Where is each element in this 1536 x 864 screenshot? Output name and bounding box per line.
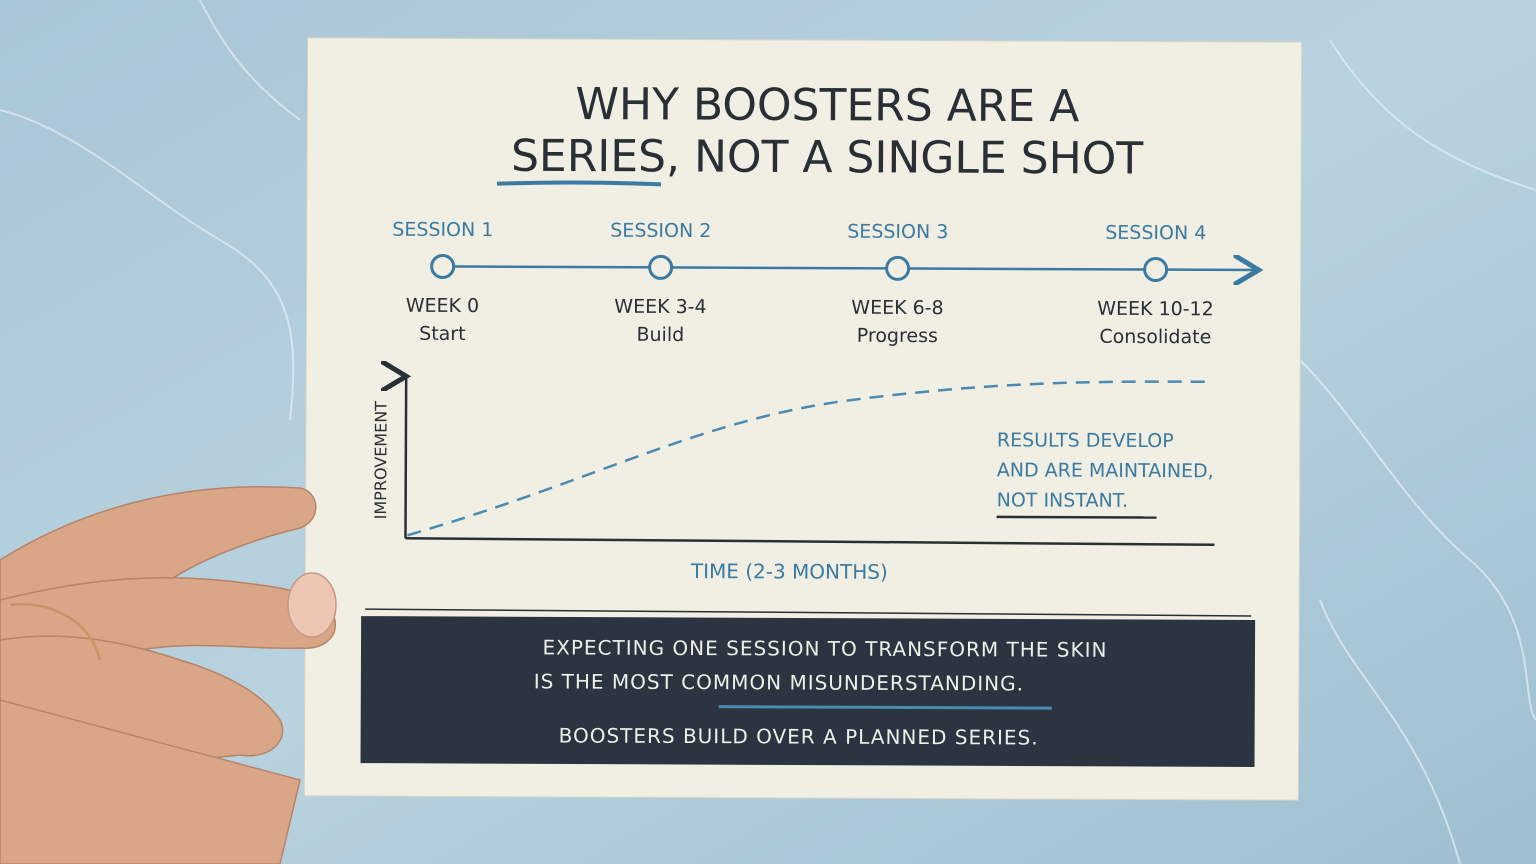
banner-line: IS THE MOST COMMON MISUNDERSTANDING. [534, 669, 1024, 695]
y-axis [405, 376, 406, 539]
note-line: RESULTS DEVELOP [997, 429, 1174, 452]
banner [360, 616, 1256, 767]
banner-tagline: BOOSTERS BUILD OVER A PLANNED SERIES. [559, 723, 1039, 749]
x-axis [405, 537, 1215, 547]
timeline-line [440, 266, 1259, 270]
hand [0, 485, 337, 864]
session-label: SESSION 3 [847, 221, 948, 243]
session-label: SESSION 2 [610, 220, 711, 242]
session-node [885, 255, 911, 281]
session-label: SESSION 1 [392, 219, 493, 241]
session-phase: Progress [857, 325, 938, 347]
y-axis-label: IMPROVEMENT [371, 401, 391, 520]
sessions: SESSION 1 WEEK 0 Start SESSION 2 WEEK 3-4 Bui… [392, 219, 1214, 349]
note-underline [996, 515, 1157, 519]
session-label: SESSION 4 [1105, 222, 1206, 244]
card-paper [303, 37, 1303, 801]
ring [9, 603, 102, 661]
x-axis-label: TIME (2-3 MONTHS) [690, 559, 888, 584]
title-line: SERIES, NOT A SINGLE SHOT [511, 131, 1144, 185]
session-week: WEEK 0 [406, 295, 479, 317]
banner-line: EXPECTING ONE SESSION TO TRANSFORM THE S… [542, 635, 1107, 661]
title-line: WHY BOOSTERS ARE A [575, 79, 1079, 132]
session-node [648, 254, 674, 280]
session-phase: Build [636, 324, 684, 346]
card: WHY BOOSTERS ARE A SERIES, NOT A SINGLE … [303, 37, 1303, 801]
title-underline [496, 180, 662, 187]
banner-rule [365, 608, 1252, 617]
session-phase: Consolidate [1099, 326, 1211, 348]
session-week: WEEK 3-4 [614, 296, 706, 318]
note-line: NOT INSTANT. [997, 489, 1129, 512]
session-week: WEEK 10-12 [1097, 298, 1214, 321]
session-phase: Start [419, 323, 466, 345]
banner-underline [718, 705, 1052, 710]
session-node [430, 253, 456, 279]
session-node [1143, 257, 1169, 283]
note-line: AND ARE MAINTAINED, [997, 459, 1214, 482]
session-week: WEEK 6-8 [851, 297, 943, 319]
